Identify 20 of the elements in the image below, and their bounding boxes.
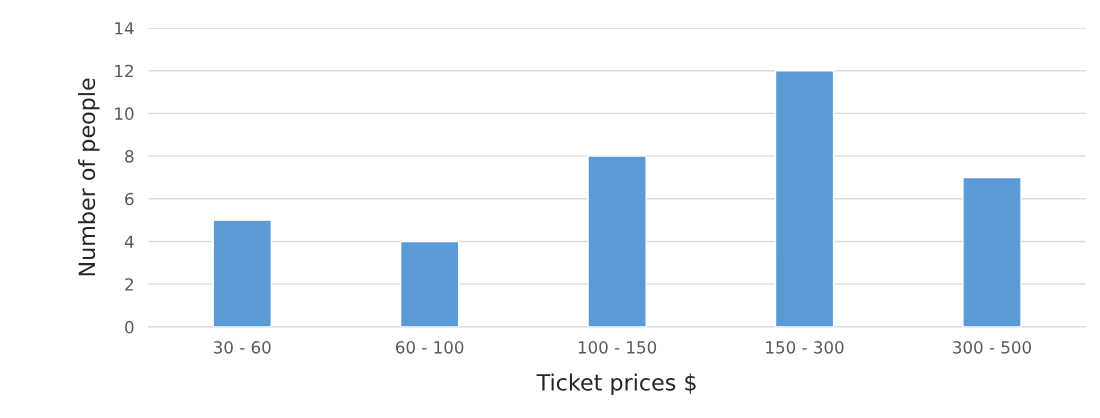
- bar: [587, 155, 647, 327]
- x-tick-label: 30 - 60: [213, 341, 271, 354]
- y-axis-title: Number of people: [78, 78, 100, 276]
- x-tick-label: 300 - 500: [953, 341, 1031, 354]
- y-tick-label: 8: [125, 150, 134, 163]
- y-tick-label: 14: [115, 22, 134, 35]
- y-tick-label: 4: [124, 235, 134, 248]
- bar: [962, 176, 1022, 327]
- bar: [212, 219, 272, 327]
- y-tick-label: 2: [125, 278, 133, 291]
- y-tick-label: 6: [125, 192, 134, 206]
- x-tick-label: 100 - 150: [578, 341, 657, 354]
- bar: [774, 70, 835, 327]
- y-tick-label: 12: [115, 64, 133, 78]
- x-tick-label: 60 - 100: [396, 341, 464, 354]
- x-axis-title: Ticket prices $: [536, 373, 696, 396]
- bar: [399, 240, 460, 327]
- y-tick-label: 0: [125, 320, 134, 334]
- x-tick-label: 150 - 300: [766, 341, 844, 354]
- y-tick-label: 10: [115, 107, 134, 120]
